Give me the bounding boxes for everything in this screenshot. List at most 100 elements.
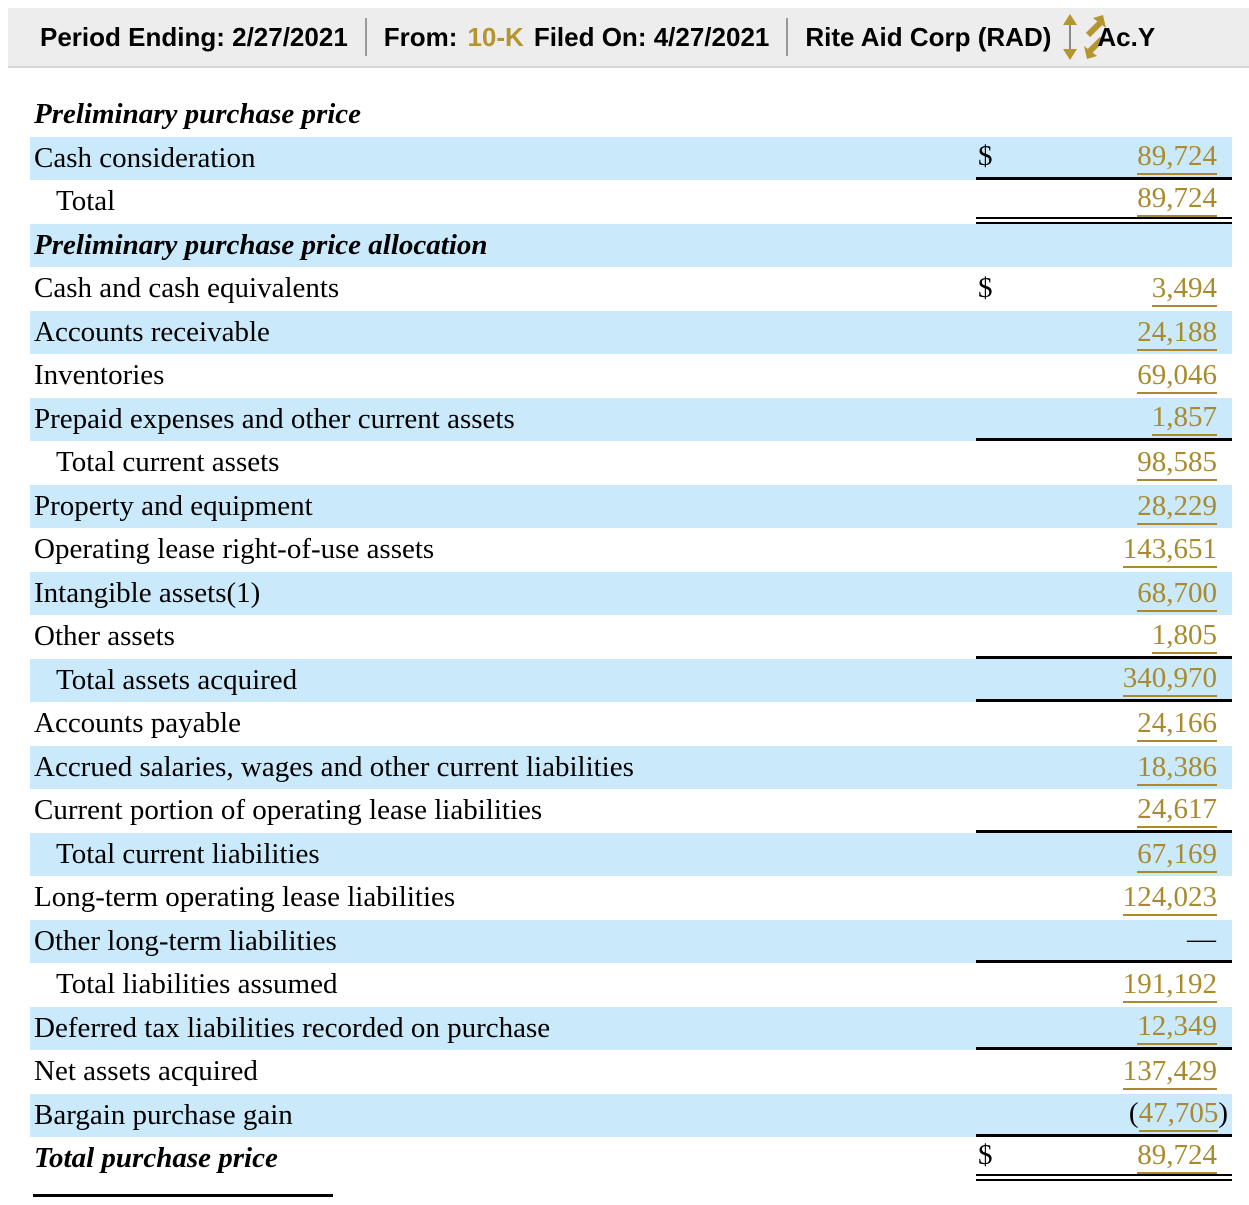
row-label: Preliminary purchase price allocation [34,228,488,261]
from-label: From: [383,21,458,52]
row-label: Prepaid expenses and other current asset… [34,402,515,435]
row-label: Accrued salaries, wages and other curren… [34,750,634,783]
amount-value-link[interactable]: 24,617 [1137,792,1217,828]
row-label: Total current liabilities [56,837,320,870]
table-row: Total liabilities assumed 191,192 [30,963,1232,1007]
amount-value-link[interactable]: 191,192 [1122,968,1217,1004]
truncated-nav-text[interactable]: Ac.Y [1097,21,1156,52]
row-amount-cell: 67,169 [976,833,1232,877]
row-amount-cell: 1,805 [976,615,1232,659]
row-label: Other long-term liabilities [34,924,337,957]
row-amount-cell: 28,229 [976,485,1232,529]
scroll-updown-icon[interactable] [1061,14,1079,60]
row-amount-cell: (47,705) [976,1094,1232,1137]
table-row: Total assets acquired 340,970 [30,658,1232,702]
amount-wrapper: 340,970 [1122,662,1232,698]
amount-wrapper: (47,705) [1128,1097,1232,1133]
amount-value-link[interactable]: 24,166 [1137,707,1217,743]
period-ending-label: Period Ending: 2/27/2021 [40,21,348,52]
amount-value-link[interactable]: 3,494 [1151,272,1217,308]
amount-wrapper: 24,166 [1137,707,1232,743]
table-row: Accrued salaries, wages and other curren… [30,745,1232,789]
table-row: Prepaid expenses and other current asset… [30,397,1232,441]
row-amount-cell: $89,724 [976,137,1232,180]
table-row: Net assets acquired 137,429 [30,1050,1232,1094]
amount-dash: — [1187,923,1217,956]
row-label: Bargain purchase gain [34,1098,293,1131]
row-amount-cell: 24,617 [976,789,1232,833]
company-name: Rite Aid Corp (RAD) [805,21,1052,52]
amount-value-link[interactable]: 1,857 [1151,401,1217,437]
open-paren: ( [1128,1097,1139,1130]
row-amount-cell: 191,192 [976,963,1232,1007]
dollar-sign: $ [978,1138,993,1171]
row-amount-cell: 98,585 [976,441,1232,485]
row-label: Total purchase price [34,1142,278,1175]
table-row: Deferred tax liabilities recorded on pur… [30,1006,1232,1050]
amount-wrapper: 18,386 [1137,750,1232,786]
row-label: Net assets acquired [34,1055,258,1088]
row-label: Inventories [34,359,165,392]
amount-value-link[interactable]: 28,229 [1137,489,1217,525]
table-row: Preliminary purchase price allocation [30,223,1232,268]
row-label: Property and equipment [34,489,313,522]
amount-value-link[interactable]: 12,349 [1137,1010,1217,1046]
row-label: Cash consideration [34,141,256,174]
amount-value-link[interactable]: 340,970 [1122,662,1217,698]
header-divider [364,18,367,56]
row-amount-cell: 69,046 [976,354,1232,398]
row-amount-cell: — [976,920,1232,963]
table-row: Accounts receivable 24,188 [30,310,1232,354]
row-amount-cell [976,224,1232,268]
amount-wrapper: 24,617 [1137,792,1232,828]
row-label: Total liabilities assumed [56,968,338,1001]
table-row: Operating lease right-of-use assets 143,6… [30,528,1232,572]
row-amount-cell: 1,857 [976,398,1232,441]
row-label: Other assets [34,620,175,653]
amount-value-link[interactable]: 69,046 [1137,359,1217,395]
table-row: Cash and cash equivalents $3,494 [30,267,1232,311]
amount-wrapper: 12,349 [1137,1010,1232,1046]
amount-value-link[interactable]: 67,169 [1137,837,1217,873]
row-amount-cell: $89,724 [976,1137,1232,1181]
amount-value-link[interactable]: 124,023 [1122,881,1217,917]
amount-value-link[interactable]: 143,651 [1122,533,1217,569]
table-row: Total purchase price $89,724 [30,1137,1232,1181]
row-label: Current portion of operating lease liabi… [34,794,543,827]
filing-header-bar: Period Ending: 2/27/2021 From: 10-K File… [8,8,1249,68]
row-amount-cell: 340,970 [976,659,1232,702]
purchase-price-allocation-table: Preliminary purchase price Cash considera… [30,93,1232,1181]
amount-value-link[interactable]: 89,724 [1137,140,1217,176]
row-label: Intangible assets(1) [34,576,261,609]
amount-wrapper: 137,429 [1122,1055,1232,1091]
row-amount-cell: 68,700 [976,572,1232,616]
close-paren: ) [1218,1097,1228,1130]
row-amount-cell: 143,651 [976,528,1232,572]
amount-value-link[interactable]: 47,705 [1138,1097,1219,1133]
row-amount-cell: 89,724 [976,180,1232,224]
amount-value-link[interactable]: 89,724 [1137,1138,1217,1174]
amount-value-link[interactable]: 98,585 [1137,446,1217,482]
dollar-sign: $ [978,272,993,305]
amount-value-link[interactable]: 18,386 [1137,750,1217,786]
row-amount-cell [976,93,1232,137]
amount-wrapper: 68,700 [1137,576,1232,612]
expand-arrows-icon[interactable] [1081,14,1109,60]
row-label: Preliminary purchase price [34,98,362,131]
row-label: Accounts receivable [34,315,270,348]
amount-wrapper: 67,169 [1137,837,1232,873]
row-label: Accounts payable [34,707,241,740]
row-amount-cell: $3,494 [976,267,1232,311]
amount-value-link[interactable]: 1,805 [1151,618,1217,654]
amount-wrapper: 24,188 [1137,315,1232,351]
filed-on-label: Filed On: 4/27/2021 [533,21,770,52]
amount-value-link[interactable]: 24,188 [1137,315,1217,351]
amount-value-link[interactable]: 89,724 [1137,181,1217,217]
row-label: Long-term operating lease liabilities [34,881,456,914]
amount-wrapper: 191,192 [1122,968,1232,1004]
amount-value-link[interactable]: 68,700 [1137,576,1217,612]
amount-wrapper: 28,229 [1137,489,1232,525]
amount-value-link[interactable]: 137,429 [1122,1055,1217,1091]
form-type-link[interactable]: 10-K [467,21,524,52]
